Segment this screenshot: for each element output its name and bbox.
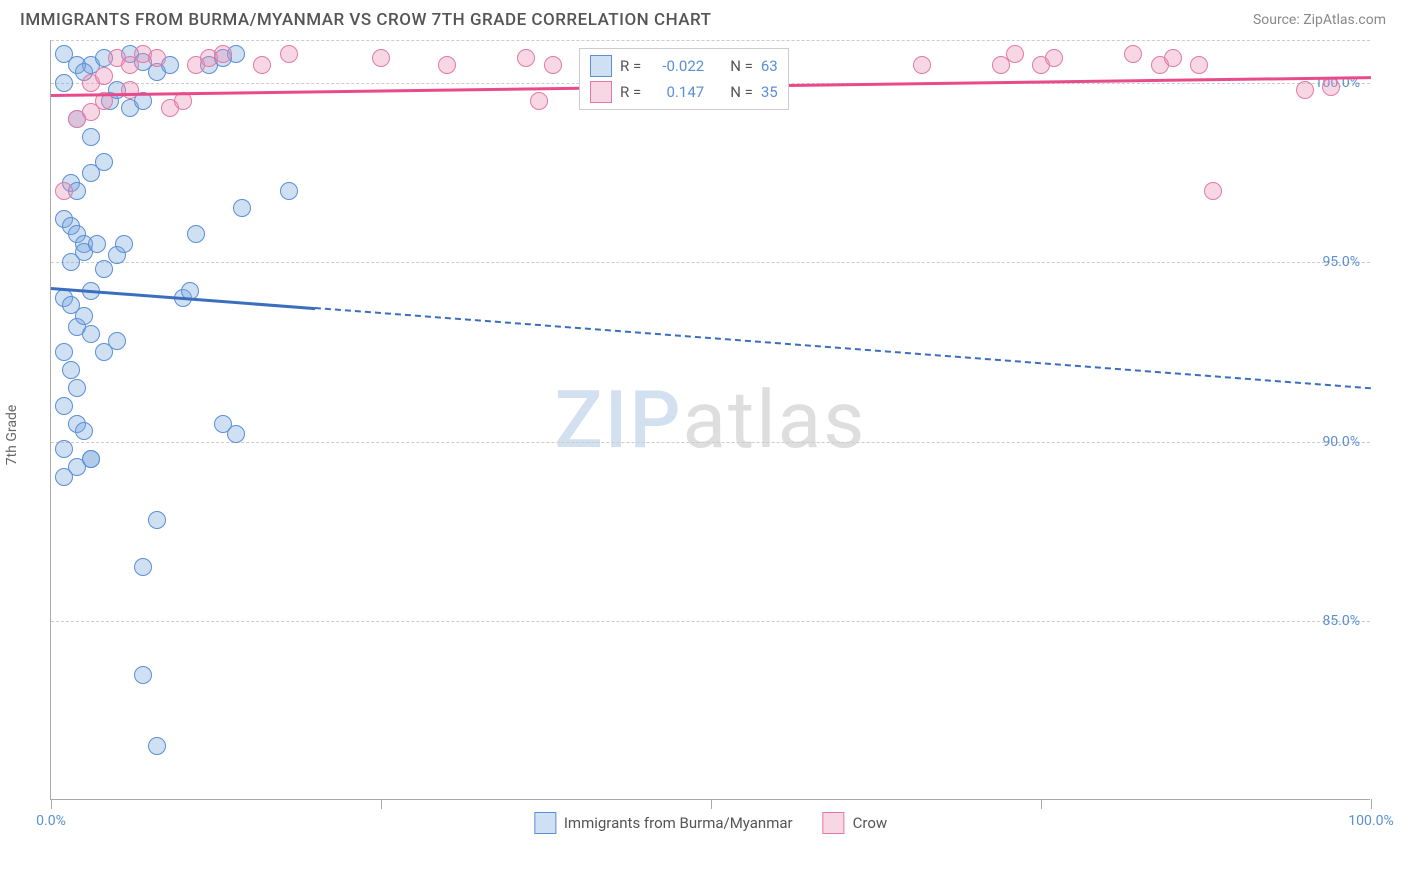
data-point	[88, 235, 106, 253]
trend-line-dashed	[315, 307, 1371, 389]
data-point	[517, 49, 535, 67]
data-point	[1190, 56, 1208, 74]
data-point	[1006, 45, 1024, 63]
data-point	[148, 511, 166, 529]
legend-r-value: 0.147	[649, 83, 704, 101]
data-point	[82, 450, 100, 468]
chart-area: 7th Grade ZIPatlas 85.0%90.0%95.0%100.0%…	[50, 40, 1386, 830]
legend-swatch	[823, 812, 845, 834]
legend-r-label: R =	[620, 57, 641, 75]
data-point	[108, 332, 126, 350]
legend-n-label: N =	[730, 83, 753, 101]
y-tick-label: 90.0%	[1322, 434, 1360, 450]
data-point	[55, 440, 73, 458]
data-point	[134, 666, 152, 684]
data-point	[253, 56, 271, 74]
data-point	[1045, 49, 1063, 67]
stats-legend-row: R = -0.022 N = 63	[590, 53, 778, 79]
gridline	[51, 262, 1370, 263]
data-point	[82, 325, 100, 343]
data-point	[280, 45, 298, 63]
data-point	[95, 260, 113, 278]
data-point	[55, 343, 73, 361]
data-point	[82, 128, 100, 146]
data-point	[187, 225, 205, 243]
legend-swatch	[590, 55, 612, 77]
series-name: Immigrants from Burma/Myanmar	[564, 814, 793, 832]
series-name: Crow	[853, 814, 888, 832]
data-point	[121, 81, 139, 99]
y-tick-label: 85.0%	[1322, 613, 1360, 629]
x-tick	[51, 799, 52, 809]
data-point	[62, 361, 80, 379]
data-point	[1164, 49, 1182, 67]
stats-legend: R = -0.022 N = 63 R = 0.147 N = 35	[579, 48, 789, 110]
series-legend-item: Crow	[823, 812, 888, 834]
gridline	[51, 442, 1370, 443]
series-legend-item: Immigrants from Burma/Myanmar	[534, 812, 793, 834]
x-tick-label: 100.0%	[1348, 813, 1393, 829]
data-point	[438, 56, 456, 74]
x-tick	[1371, 799, 1372, 809]
gridline	[51, 621, 1370, 622]
data-point	[530, 92, 548, 110]
data-point	[233, 199, 251, 217]
x-tick	[381, 799, 382, 809]
data-point	[68, 379, 86, 397]
legend-r-label: R =	[620, 83, 641, 101]
data-point	[75, 307, 93, 325]
data-point	[134, 558, 152, 576]
scatter-plot: ZIPatlas 85.0%90.0%95.0%100.0%0.0%100.0%…	[50, 40, 1370, 800]
y-tick-label: 95.0%	[1322, 254, 1360, 270]
data-point	[1204, 182, 1222, 200]
data-point	[148, 49, 166, 67]
data-point	[214, 45, 232, 63]
data-point	[115, 235, 133, 253]
watermark: ZIPatlas	[555, 373, 867, 467]
legend-n-label: N =	[730, 57, 753, 75]
data-point	[55, 182, 73, 200]
legend-n-value: 35	[761, 83, 778, 101]
chart-title: IMMIGRANTS FROM BURMA/MYANMAR VS CROW 7T…	[20, 10, 712, 30]
stats-legend-row: R = 0.147 N = 35	[590, 79, 778, 105]
data-point	[148, 737, 166, 755]
legend-swatch	[590, 81, 612, 103]
x-tick-label: 0.0%	[36, 813, 66, 829]
x-tick	[711, 799, 712, 809]
x-tick	[1041, 799, 1042, 809]
series-legend: Immigrants from Burma/Myanmar Crow	[534, 812, 887, 834]
source-attribution: Source: ZipAtlas.com	[1253, 12, 1386, 28]
gridline	[51, 40, 1370, 41]
data-point	[544, 56, 562, 74]
data-point	[95, 67, 113, 85]
legend-r-value: -0.022	[649, 57, 704, 75]
data-point	[1296, 81, 1314, 99]
data-point	[75, 422, 93, 440]
data-point	[55, 397, 73, 415]
data-point	[372, 49, 390, 67]
data-point	[1322, 78, 1340, 96]
legend-n-value: 63	[761, 57, 778, 75]
y-axis-label: 7th Grade	[4, 405, 20, 466]
data-point	[55, 74, 73, 92]
data-point	[1124, 45, 1142, 63]
data-point	[95, 153, 113, 171]
data-point	[280, 182, 298, 200]
data-point	[227, 425, 245, 443]
legend-swatch	[534, 812, 556, 834]
data-point	[913, 56, 931, 74]
